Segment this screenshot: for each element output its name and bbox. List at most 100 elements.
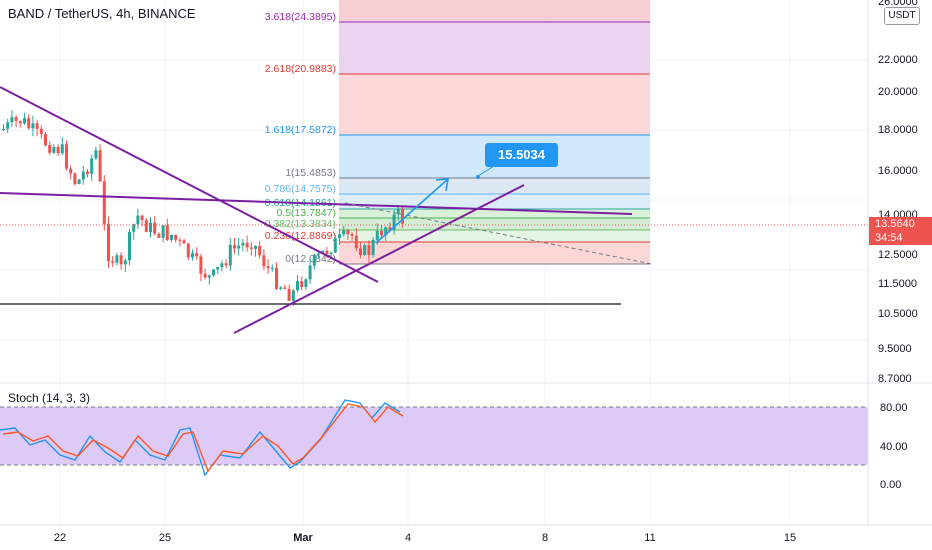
fib-label-0382: 0.382(13.3834): [265, 218, 336, 230]
candle-body: [157, 233, 161, 238]
x-tick-label: 11: [644, 532, 655, 544]
stoch-tick-label: 40.00: [880, 441, 908, 453]
candle-body: [228, 244, 232, 266]
candle-body: [165, 225, 169, 240]
stoch-k-line: [0, 399, 401, 477]
candle-body: [14, 117, 18, 122]
candle-body: [388, 227, 392, 230]
candle-body: [350, 234, 354, 236]
candle-body: [354, 235, 358, 249]
candle-body: [312, 254, 316, 266]
fib-zone-0618: [339, 194, 650, 209]
y-tick-label: 18.0000: [878, 124, 918, 136]
y-tick-label: 10.5000: [878, 308, 918, 320]
candle-body: [153, 222, 157, 234]
candle-body: [338, 234, 341, 239]
candle-body: [10, 117, 14, 123]
candle-body: [195, 253, 199, 257]
fib-zones: [339, 0, 650, 264]
candle-body: [35, 123, 39, 129]
y-tick-label: 8.7000: [878, 373, 912, 385]
x-tick-label: 4: [405, 532, 411, 544]
candle-body: [325, 250, 329, 254]
candle-body: [287, 288, 291, 301]
fib-zone-2618: [339, 22, 650, 74]
bar-countdown: 34:54: [875, 232, 903, 244]
x-tick-label: 8: [542, 532, 548, 544]
fib-lines: [339, 21, 650, 265]
candle-body: [18, 121, 22, 124]
candle-body: [123, 260, 127, 265]
candle-body: [161, 225, 165, 238]
candle-body: [346, 230, 350, 235]
candles: [2, 110, 404, 307]
candle-body: [69, 168, 73, 174]
candle-body: [2, 128, 5, 130]
candle-body: [107, 223, 110, 262]
candle-body: [283, 287, 287, 289]
candle-body: [392, 214, 396, 230]
fib-label-2618: 2.618(20.9883): [265, 63, 336, 75]
candle-body: [270, 267, 274, 269]
candle-body: [23, 118, 26, 124]
candle-body: [102, 181, 106, 224]
candle-body: [233, 244, 236, 249]
fib-zone-0786: [339, 178, 650, 194]
y-tick-label: 12.5000: [878, 249, 918, 261]
candle-body: [136, 215, 140, 225]
x-tick-label: 25: [159, 532, 171, 544]
y-tick-label: 22.0000: [878, 54, 918, 66]
stoch-tick-label: 80.00: [880, 402, 908, 414]
stoch-indicator-label: Stoch (14, 3, 3): [8, 391, 91, 405]
fib-label-1: 1(15.4853): [285, 167, 336, 179]
candle-body: [48, 145, 52, 153]
fib-label-3618: 3.618(24.3895): [265, 11, 336, 23]
candle-body: [342, 230, 346, 235]
candle-body: [56, 147, 60, 154]
candle-body: [367, 245, 371, 256]
projection-line: [344, 202, 653, 265]
candle-body: [308, 265, 312, 280]
candle-body: [52, 147, 56, 153]
candle-body: [296, 281, 299, 291]
candle-body: [249, 247, 253, 249]
candle-body: [81, 171, 85, 180]
candle-body: [65, 144, 68, 169]
stoch-d-line: [2, 403, 404, 473]
candle-body: [178, 239, 182, 241]
candle-body: [321, 250, 325, 254]
y-tick-label: 16.0000: [878, 165, 918, 177]
candle-body: [115, 255, 119, 263]
candle-body: [94, 150, 98, 159]
candle-body: [140, 215, 144, 221]
candle-body: [401, 209, 404, 224]
y-tick-label: 26.0000: [878, 0, 918, 8]
x-tick-label: 15: [784, 532, 796, 544]
candle-body: [128, 231, 131, 261]
candle-body: [31, 123, 35, 129]
candle-body: [216, 267, 220, 270]
candle-body: [86, 171, 89, 174]
fib-label-0: 0(12.0842): [285, 253, 336, 265]
candle-body: [149, 222, 152, 232]
currency-unit-button[interactable]: USDT: [884, 7, 920, 25]
y-tick-label: 9.5000: [878, 343, 912, 355]
target-price-label[interactable]: 15.5034: [485, 143, 558, 167]
candle-body: [266, 266, 270, 269]
y-tick-label: 20.0000: [878, 86, 918, 98]
forecast-arrow: [375, 178, 449, 244]
descending-trendline: [0, 86, 379, 283]
candle-body: [111, 261, 115, 263]
candle-body: [241, 242, 245, 246]
candle-body: [119, 255, 123, 265]
current-price-tag: 13.5640 34:54: [869, 217, 932, 245]
fib-zone-0382: [339, 218, 650, 230]
target-connector: [477, 165, 495, 177]
candle-body: [329, 252, 333, 254]
horizontal-trendline: [0, 192, 633, 215]
candle-body: [237, 245, 241, 249]
candle-body: [304, 279, 308, 288]
trendlines: [0, 86, 633, 334]
candle-body: [375, 230, 379, 240]
candle-body: [174, 234, 178, 240]
